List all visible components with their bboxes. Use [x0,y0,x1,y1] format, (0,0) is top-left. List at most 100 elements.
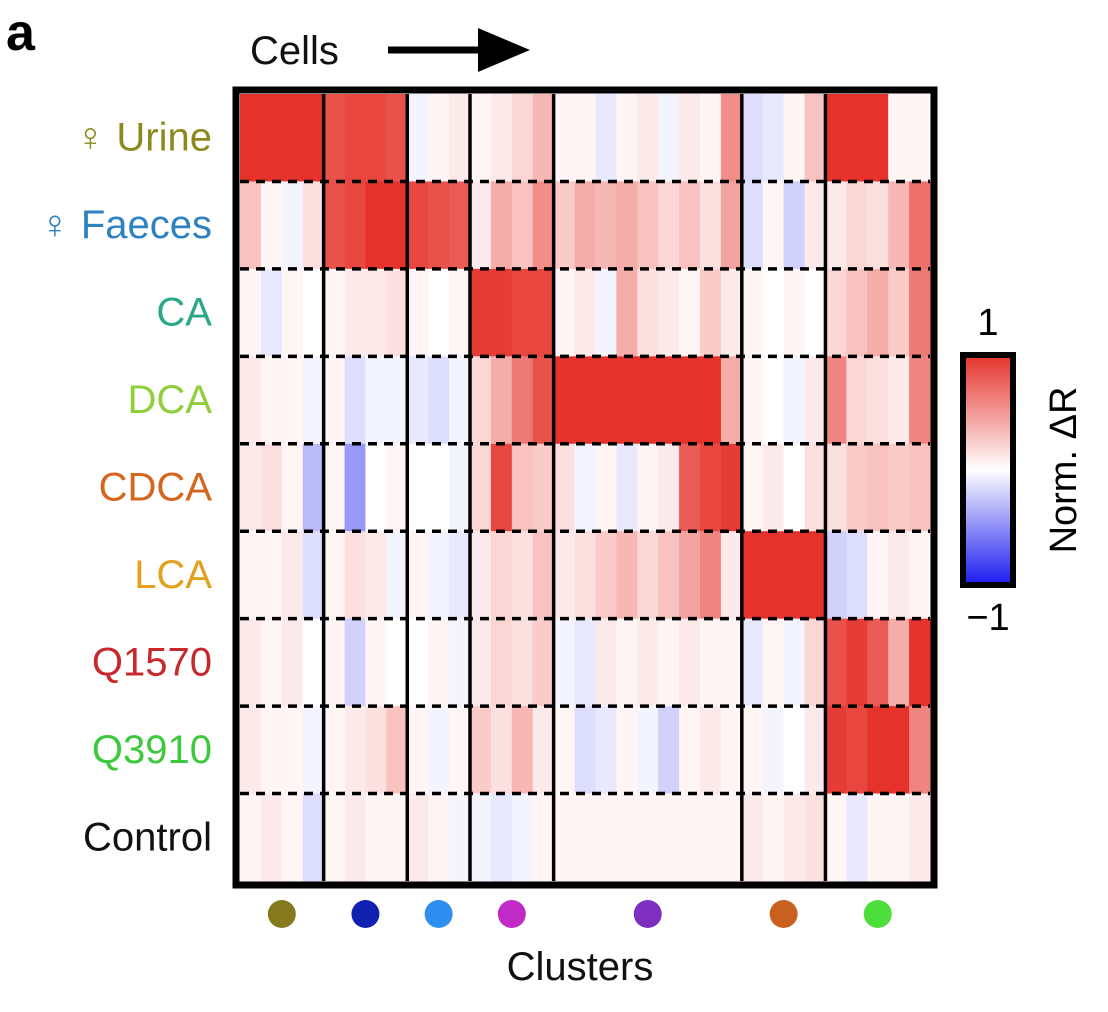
heatmap-cell [595,793,617,882]
heatmap-cell [386,94,408,183]
heatmap-cell [700,706,722,795]
heatmap-cell [658,793,680,882]
heatmap-cell [825,268,847,357]
heatmap-cell [511,793,534,882]
heatmap-cell [804,181,827,270]
heatmap-cell [679,268,701,357]
heatmap-cell [846,443,868,532]
heatmap-cell [595,268,617,357]
heatmap-cell [616,531,638,620]
heatmap-cell [553,706,576,795]
heatmap-cell [595,443,617,532]
heatmap-cell [909,443,931,532]
heatmap-cell [804,443,827,532]
cluster-dot [351,900,380,928]
heatmap-cell [700,793,722,882]
direction-arrow-icon [388,28,530,72]
cluster-separators [321,94,828,881]
heatmap-cell [511,181,534,270]
heatmap-cell [741,94,764,183]
heatmap-cell [449,94,471,183]
heatmap-cell [846,618,868,707]
heatmap-cell [867,181,889,270]
heatmap-cell [386,356,408,445]
heatmap-cell [679,793,701,882]
heatmap-cell [386,706,408,795]
heatmap-cell [511,443,534,532]
heatmap-cell [449,181,471,270]
heatmap-cell [574,94,597,183]
heatmap-cell [700,268,722,357]
heatmap-cell [679,181,701,270]
heatmap-cell [574,181,597,270]
heatmap-cell [804,706,827,795]
heatmap-cell [574,706,597,795]
heatmap-cell [532,706,555,795]
heatmap-cell [302,94,325,183]
heatmap-cell [365,356,387,445]
heatmap-cell [616,706,638,795]
heatmap-cell [595,618,617,707]
heatmap-cell [574,531,597,620]
heatmap-cell [720,181,743,270]
heatmap-cell [616,268,638,357]
heatmap-cell [407,443,429,532]
heatmap-cell [260,356,283,445]
heatmap-cell [909,94,931,183]
heatmap-cell [511,94,534,183]
heatmap-cell [825,618,847,707]
heatmap-cell [365,531,387,620]
heatmap-cell [260,531,283,620]
heatmap-cell [240,618,262,707]
heatmap-cell [470,443,492,532]
heatmap-cell [553,618,576,707]
heatmap-cell [616,443,638,532]
heatmap-cell [281,618,304,707]
heatmap-cell [846,793,868,882]
heatmap-cell [909,706,931,795]
heatmap-cell [344,268,367,357]
heatmap-cell [700,531,722,620]
heatmap-cell [720,706,743,795]
heatmap-cell [365,94,387,183]
heatmap-cell [762,618,785,707]
heatmap-cell [365,706,387,795]
row-label: CA [156,291,212,335]
heatmap-cell [741,356,764,445]
heatmap-cell [595,706,617,795]
heatmap-cell [867,443,889,532]
heatmap-cell [490,181,513,270]
cluster-dot [633,900,662,928]
heatmap-cell [511,706,534,795]
heatmap-cell [804,94,827,183]
heatmap-cell [637,793,659,882]
heatmap-cell [511,531,534,620]
heatmap-cell [302,443,325,532]
heatmap-cell [741,443,764,532]
heatmap-cell [532,268,555,357]
heatmap-cell [574,356,597,445]
heatmap-cell [281,793,304,882]
heatmap-cell [386,443,408,532]
heatmap-cell [720,94,743,183]
heatmap-cell [741,181,764,270]
heatmap-cell [428,618,450,707]
cluster-dot [497,900,526,928]
heatmap-cell [344,531,367,620]
heatmap-cell [407,531,429,620]
heatmap-cell [344,706,367,795]
heatmap-cell [490,706,513,795]
heatmap-cell [532,531,555,620]
heatmap-cell [490,356,513,445]
heatmap-cell [804,793,827,882]
heatmap-cell [302,793,325,882]
heatmap-cell [323,443,346,532]
heatmap-cells [240,94,931,882]
heatmap-cell [260,181,283,270]
heatmap-cell [532,181,555,270]
heatmap-cell [762,268,785,357]
heatmap-cell [428,94,450,183]
heatmap-cell [386,268,408,357]
heatmap-cell [553,268,576,357]
heatmap-cell [428,181,450,270]
